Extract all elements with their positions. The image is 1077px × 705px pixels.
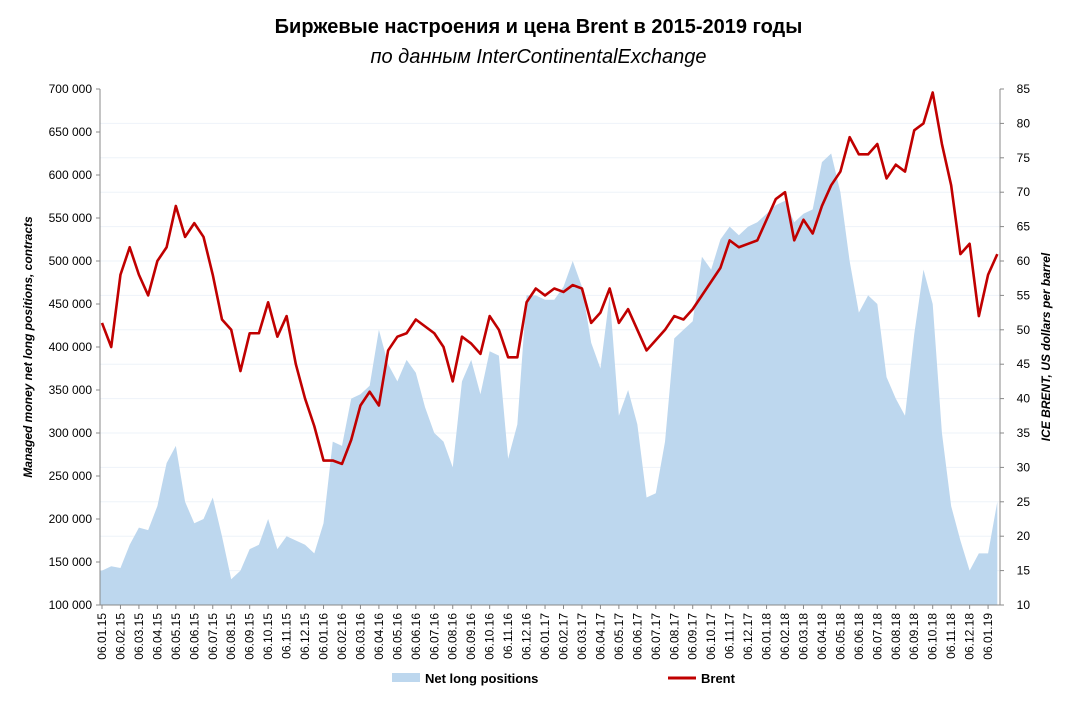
legend-label-net-long: Net long positions [425, 671, 538, 686]
x-tick-label: 06.11.15 [280, 613, 294, 659]
right-tick-label: 80 [1017, 116, 1031, 130]
left-tick-label: 600 000 [49, 168, 93, 182]
x-tick-label: 06.09.18 [907, 613, 921, 660]
x-tick-label: 06.09.17 [686, 613, 700, 660]
x-tick-label: 06.01.18 [760, 613, 774, 660]
x-tick-label: 06.06.17 [630, 613, 644, 660]
x-tick-label: 06.06.15 [187, 613, 201, 660]
chart-title: Биржевые настроения и цена Brent в 2015-… [274, 16, 803, 38]
x-tick-label: 06.09.16 [464, 613, 478, 660]
left-tick-label: 350 000 [49, 383, 93, 397]
x-tick-label: 06.10.18 [926, 613, 940, 660]
x-tick-label: 06.05.15 [169, 613, 183, 660]
x-tick-label: 06.12.18 [963, 613, 977, 660]
left-tick-label: 250 000 [49, 469, 93, 483]
right-tick-label: 65 [1017, 220, 1031, 234]
x-tick-label: 06.04.15 [150, 613, 164, 660]
brent-line [100, 91, 999, 466]
left-tick-label: 450 000 [49, 297, 93, 311]
right-tick-label: 45 [1017, 357, 1031, 371]
right-tick-label: 30 [1017, 460, 1031, 474]
x-tick-label: 06.01.19 [981, 613, 995, 660]
x-tick-label: 06.03.16 [353, 613, 367, 660]
x-tick-label: 06.12.16 [520, 613, 534, 660]
legend-swatch-net-long [392, 673, 420, 682]
left-tick-label: 700 000 [49, 82, 93, 96]
x-tick-label: 06.01.17 [538, 613, 552, 660]
x-tick-label: 06.07.18 [870, 613, 884, 660]
x-tick-label: 06.07.16 [427, 613, 441, 660]
x-tick-label: 06.06.18 [852, 613, 866, 660]
x-tick-label: 06.08.18 [889, 613, 903, 660]
x-tick-label: 06.04.18 [815, 613, 829, 660]
x-tick-label: 06.06.16 [409, 613, 423, 660]
right-tick-label: 55 [1017, 288, 1031, 302]
x-tick-label: 06.09.15 [243, 613, 257, 660]
x-tick-label: 06.11.16 [501, 613, 515, 659]
right-tick-label: 10 [1017, 598, 1031, 612]
x-tick-label: 06.02.16 [335, 613, 349, 660]
x-tick-label: 06.01.15 [95, 613, 109, 660]
x-tick-label: 06.10.16 [483, 613, 497, 660]
net-long-area [100, 153, 998, 605]
left-tick-label: 550 000 [49, 211, 93, 225]
right-tick-label: 40 [1017, 392, 1031, 406]
left-axis-title: Managed money net long positions, contra… [21, 216, 35, 478]
left-tick-label: 300 000 [49, 426, 93, 440]
right-tick-label: 85 [1017, 82, 1031, 96]
x-tick-label: 06.03.18 [796, 613, 810, 660]
x-tick-label: 06.05.17 [612, 613, 626, 660]
right-tick-label: 35 [1017, 426, 1031, 440]
x-tick-label: 06.05.18 [833, 613, 847, 660]
left-tick-label: 400 000 [49, 340, 93, 354]
right-tick-label: 60 [1017, 254, 1031, 268]
right-tick-label: 20 [1017, 529, 1031, 543]
x-tick-label: 06.08.15 [224, 613, 238, 660]
x-tick-label: 06.12.17 [741, 613, 755, 660]
right-tick-label: 50 [1017, 323, 1031, 337]
right-tick-label: 25 [1017, 495, 1031, 509]
chart-subtitle: по данным InterContinentalExchange [370, 46, 707, 68]
x-tick-label: 06.04.17 [593, 613, 607, 660]
left-tick-label: 200 000 [49, 512, 93, 526]
x-tick-label: 06.07.17 [649, 613, 663, 660]
x-tick-label: 06.03.17 [575, 613, 589, 660]
x-tick-label: 06.08.17 [667, 613, 681, 660]
right-tick-label: 75 [1017, 151, 1031, 165]
x-tick-label: 06.02.18 [778, 613, 792, 660]
left-tick-label: 650 000 [49, 125, 93, 139]
x-tick-label: 06.12.15 [298, 613, 312, 660]
x-tick-label: 06.02.15 [113, 613, 127, 660]
left-tick-label: 150 000 [49, 555, 93, 569]
legend-label-brent: Brent [701, 671, 736, 686]
x-tick-label: 06.10.17 [704, 613, 718, 660]
right-axis-title: ICE BRENT, US dollars per barrel [1039, 252, 1053, 441]
left-tick-label: 100 000 [49, 598, 93, 612]
x-tick-label: 06.04.16 [372, 613, 386, 660]
left-tick-label: 500 000 [49, 254, 93, 268]
x-tick-label: 06.07.15 [206, 613, 220, 660]
x-tick-label: 06.03.15 [132, 613, 146, 660]
x-tick-label: 06.11.18 [944, 613, 958, 659]
x-tick-label: 06.05.16 [390, 613, 404, 660]
right-tick-label: 15 [1017, 564, 1031, 578]
x-tick-label: 06.02.17 [557, 613, 571, 660]
x-tick-label: 06.10.15 [261, 613, 275, 660]
x-tick-label: 06.11.17 [723, 613, 737, 659]
x-tick-label: 06.08.16 [446, 613, 460, 660]
right-tick-label: 70 [1017, 185, 1031, 199]
x-tick-label: 06.01.16 [317, 613, 331, 660]
